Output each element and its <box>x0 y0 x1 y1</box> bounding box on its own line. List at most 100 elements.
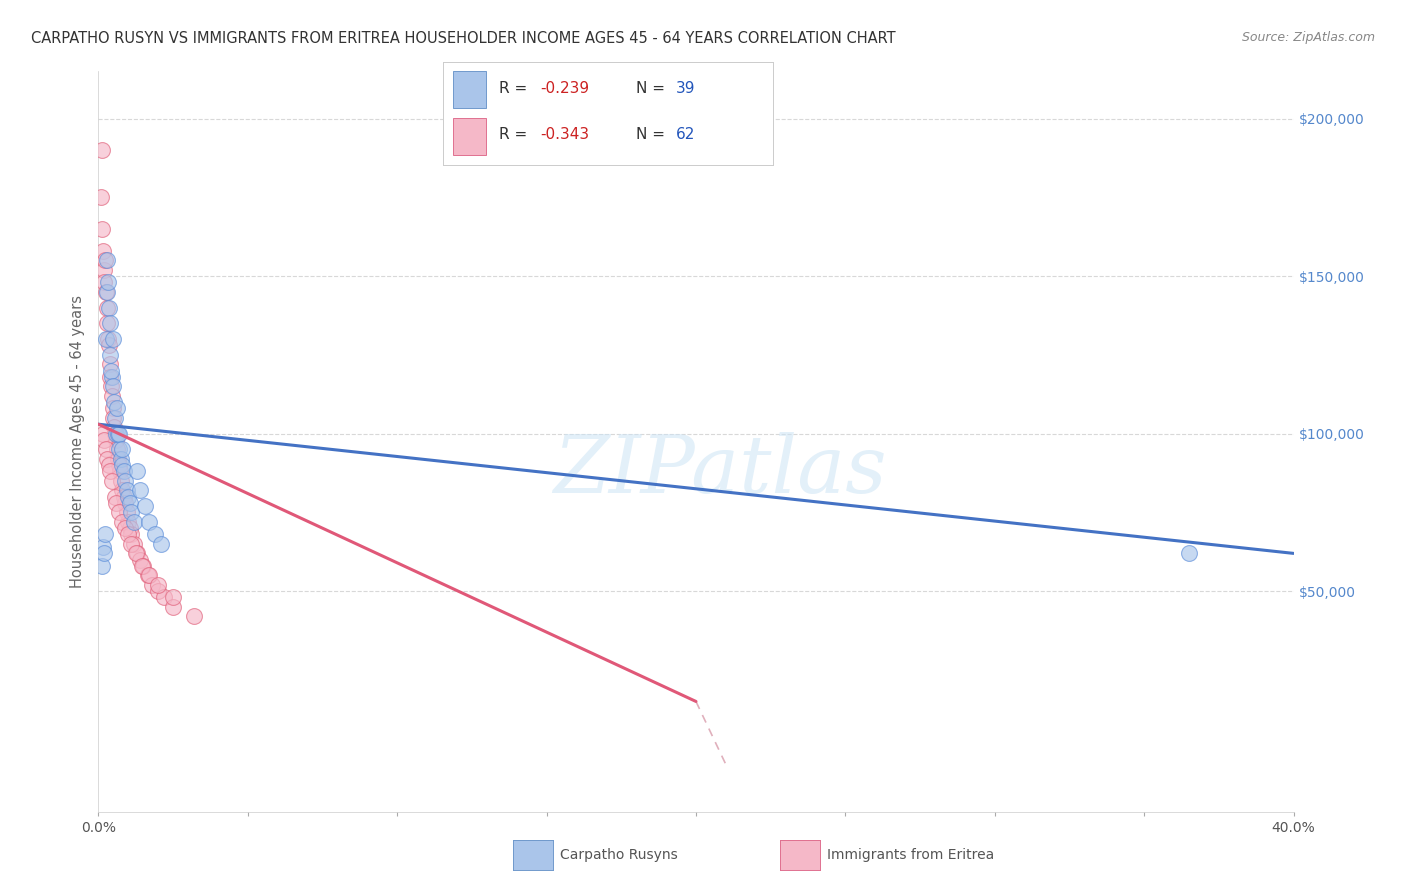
Point <box>91 540 114 554</box>
Point <box>118 521 141 535</box>
Point <box>105 401 128 416</box>
Point <box>96 301 118 315</box>
Point <box>141 578 163 592</box>
Point <box>98 348 122 362</box>
Point <box>127 546 149 560</box>
Point <box>107 458 129 472</box>
Point <box>96 253 118 268</box>
Point <box>94 332 117 346</box>
Point <box>183 609 205 624</box>
Point <box>127 465 149 479</box>
Point <box>91 244 114 258</box>
Text: 39: 39 <box>676 81 696 96</box>
Text: Carpatho Rusyns: Carpatho Rusyns <box>560 847 678 862</box>
Point <box>91 426 114 441</box>
Point <box>101 332 124 346</box>
Point <box>104 426 127 441</box>
Point <box>132 559 155 574</box>
Point <box>104 426 127 441</box>
Point <box>117 515 139 529</box>
Text: 62: 62 <box>676 128 695 142</box>
Point <box>111 458 134 472</box>
Point <box>136 568 159 582</box>
Point <box>115 483 138 498</box>
Bar <box>453 70 486 108</box>
Point <box>97 301 120 315</box>
Point <box>93 263 115 277</box>
Text: R =: R = <box>499 128 533 142</box>
Point <box>105 442 128 457</box>
Point <box>104 411 127 425</box>
Text: ZIPatlas: ZIPatlas <box>553 433 887 510</box>
Point <box>111 515 134 529</box>
Point <box>150 537 173 551</box>
Point <box>148 578 170 592</box>
Point <box>120 527 142 541</box>
Point <box>103 411 125 425</box>
Y-axis label: Householder Income Ages 45 - 64 years: Householder Income Ages 45 - 64 years <box>70 295 86 588</box>
Point <box>103 395 125 409</box>
Point <box>107 426 129 441</box>
Point <box>98 357 121 371</box>
Point <box>98 465 122 479</box>
Text: N =: N = <box>636 128 671 142</box>
Point <box>114 496 136 510</box>
Point <box>104 490 127 504</box>
Point <box>110 474 132 488</box>
Point <box>105 496 128 510</box>
Text: N =: N = <box>636 81 671 96</box>
Point <box>118 496 141 510</box>
Point <box>129 483 152 498</box>
Point <box>93 276 115 290</box>
Point <box>108 442 131 457</box>
Text: R =: R = <box>499 81 533 96</box>
Text: Immigrants from Eritrea: Immigrants from Eritrea <box>827 847 994 862</box>
Point <box>120 537 142 551</box>
Point <box>91 143 114 157</box>
Point <box>91 559 114 574</box>
Point <box>94 253 117 268</box>
Point <box>120 505 142 519</box>
Point <box>110 451 132 466</box>
Point <box>124 515 146 529</box>
Point <box>111 483 134 498</box>
Point <box>94 527 117 541</box>
Point <box>138 515 160 529</box>
Point <box>107 451 129 466</box>
Point <box>97 338 120 352</box>
Text: -0.343: -0.343 <box>540 128 589 142</box>
Text: -0.239: -0.239 <box>540 81 589 96</box>
Point <box>100 379 122 393</box>
Point <box>93 433 115 447</box>
Point <box>131 559 153 574</box>
Point <box>1178 546 1201 560</box>
Point <box>96 451 118 466</box>
Point <box>114 474 136 488</box>
Point <box>91 222 114 236</box>
Point <box>162 591 184 605</box>
Point <box>107 426 129 441</box>
Point <box>97 332 120 346</box>
Point <box>148 584 170 599</box>
Point <box>112 465 135 479</box>
Point <box>117 527 139 541</box>
Point <box>101 474 124 488</box>
Point <box>124 537 146 551</box>
Point <box>101 370 124 384</box>
Point <box>129 552 152 566</box>
Point <box>101 389 124 403</box>
Point <box>111 442 134 457</box>
Point <box>114 521 136 535</box>
Point <box>103 420 125 434</box>
Point <box>115 505 138 519</box>
Point <box>117 490 139 504</box>
Point <box>96 317 118 331</box>
Point <box>97 458 120 472</box>
Point <box>93 546 115 560</box>
Point <box>112 490 135 504</box>
Text: Source: ZipAtlas.com: Source: ZipAtlas.com <box>1241 31 1375 45</box>
Point <box>108 505 131 519</box>
Point <box>101 401 124 416</box>
Point <box>134 499 156 513</box>
Point <box>125 546 148 560</box>
